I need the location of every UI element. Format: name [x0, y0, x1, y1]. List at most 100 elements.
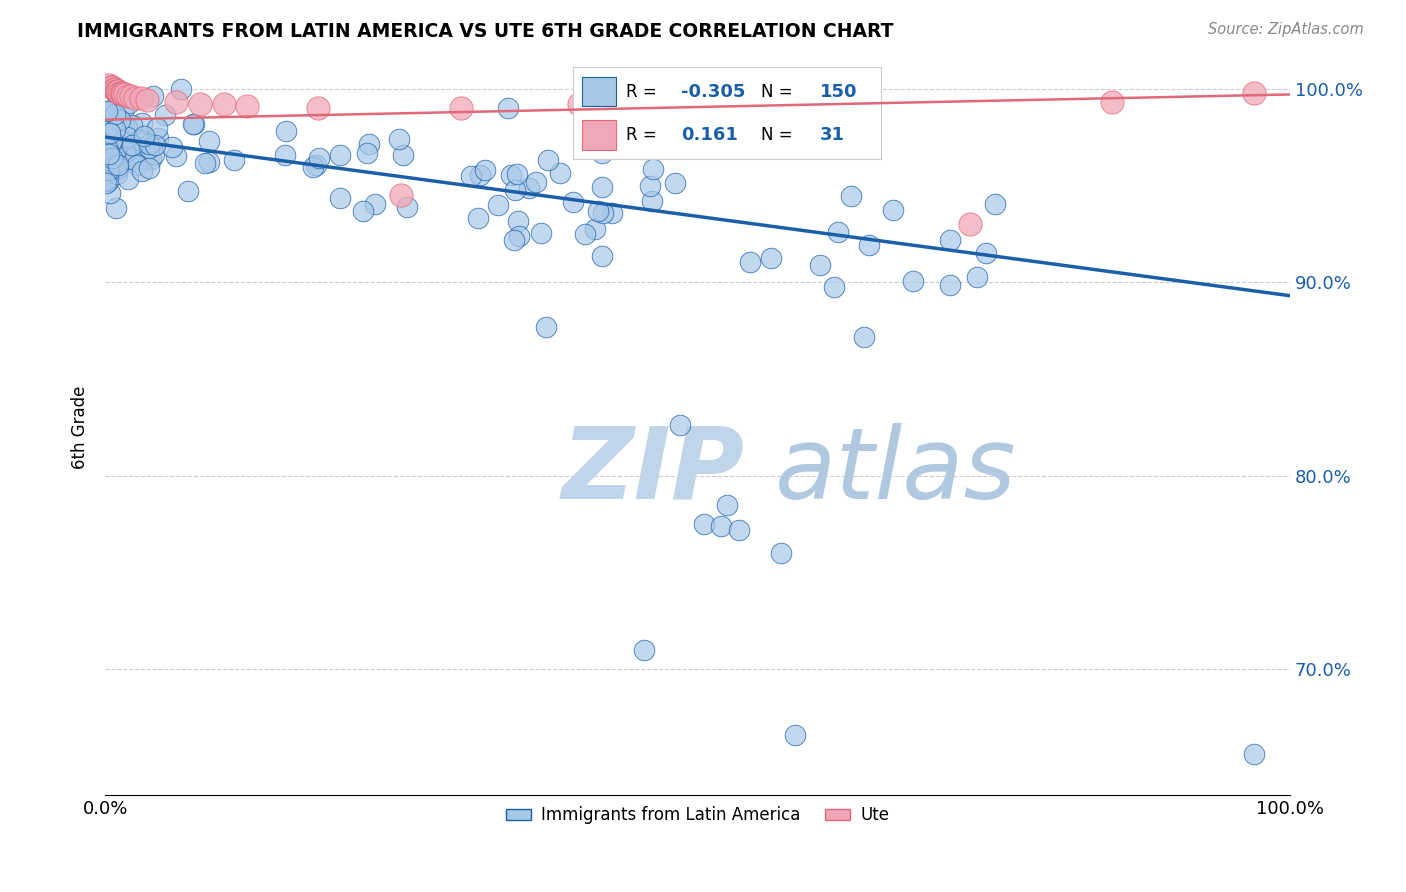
Point: [308, 151, 330, 165]
Point: [124, 91, 146, 105]
Point: [96, 140, 118, 154]
Point: [100, 140, 122, 154]
Point: [100, 152, 122, 166]
Point: [474, 163, 496, 178]
Point: [165, 149, 187, 163]
Point: [745, 97, 768, 112]
Point: [503, 183, 526, 197]
Point: [138, 141, 160, 155]
Point: [276, 124, 298, 138]
Point: [96, 176, 118, 190]
Point: [387, 131, 409, 145]
Point: [117, 172, 139, 186]
Point: [165, 95, 187, 110]
Point: [537, 153, 560, 167]
Point: [460, 169, 482, 184]
Point: [153, 108, 176, 122]
Point: [592, 206, 614, 220]
Point: [839, 188, 862, 202]
Point: [548, 166, 571, 180]
Y-axis label: 6th Grade: 6th Grade: [72, 385, 89, 469]
Point: [114, 87, 136, 102]
Point: [882, 202, 904, 217]
Point: [502, 233, 524, 247]
Point: [97, 78, 120, 92]
Point: [131, 164, 153, 178]
Point: [783, 728, 806, 742]
Point: [939, 277, 962, 292]
Point: [105, 167, 128, 181]
Point: [181, 117, 204, 131]
Point: [641, 194, 664, 209]
Point: [804, 101, 827, 115]
Point: [530, 226, 553, 240]
Point: [824, 280, 846, 294]
Point: [107, 158, 129, 172]
Point: [104, 84, 127, 98]
Point: [132, 128, 155, 143]
Point: [501, 168, 523, 182]
Point: [131, 116, 153, 130]
Text: atlas: atlas: [775, 423, 1017, 520]
Point: [97, 174, 120, 188]
Point: [103, 147, 125, 161]
Point: [111, 87, 134, 102]
Point: [129, 91, 152, 105]
Point: [107, 84, 129, 98]
Point: [591, 249, 613, 263]
Point: [222, 153, 245, 167]
Point: [96, 132, 118, 146]
Point: [352, 204, 374, 219]
Point: [728, 523, 751, 537]
Point: [198, 154, 221, 169]
Point: [112, 105, 135, 120]
Point: [96, 120, 118, 135]
Point: [97, 147, 120, 161]
Point: [104, 149, 127, 163]
Point: [1243, 86, 1265, 100]
Point: [976, 245, 998, 260]
Point: [302, 161, 325, 175]
Point: [308, 101, 330, 115]
Point: [274, 148, 297, 162]
Point: [769, 546, 792, 560]
Point: [591, 145, 613, 160]
Point: [508, 228, 530, 243]
Point: [810, 258, 832, 272]
Point: [104, 107, 127, 121]
Point: [107, 161, 129, 175]
Point: [100, 128, 122, 142]
Point: [96, 172, 118, 186]
Point: [115, 152, 138, 166]
Point: [104, 81, 127, 95]
Point: [111, 137, 134, 152]
Point: [641, 161, 664, 176]
Point: [139, 152, 162, 166]
Point: [467, 211, 489, 225]
Point: [96, 137, 118, 152]
Point: [121, 144, 143, 158]
Point: [305, 158, 328, 172]
Point: [858, 238, 880, 252]
Point: [236, 99, 259, 113]
Point: [100, 79, 122, 94]
Point: [98, 139, 121, 153]
Text: IMMIGRANTS FROM LATIN AMERICA VS UTE 6TH GRADE CORRELATION CHART: IMMIGRANTS FROM LATIN AMERICA VS UTE 6TH…: [77, 22, 894, 41]
Point: [104, 145, 127, 159]
Point: [107, 131, 129, 145]
Point: [470, 169, 492, 183]
Point: [177, 184, 200, 198]
Point: [160, 140, 183, 154]
Point: [103, 81, 125, 95]
Point: [117, 89, 139, 103]
Point: [966, 269, 988, 284]
Point: [115, 130, 138, 145]
Point: [98, 126, 121, 140]
Point: [100, 136, 122, 150]
Point: [392, 148, 415, 162]
Point: [938, 233, 960, 247]
Point: [127, 158, 149, 172]
Point: [759, 251, 782, 265]
Point: [143, 138, 166, 153]
Point: [117, 95, 139, 110]
